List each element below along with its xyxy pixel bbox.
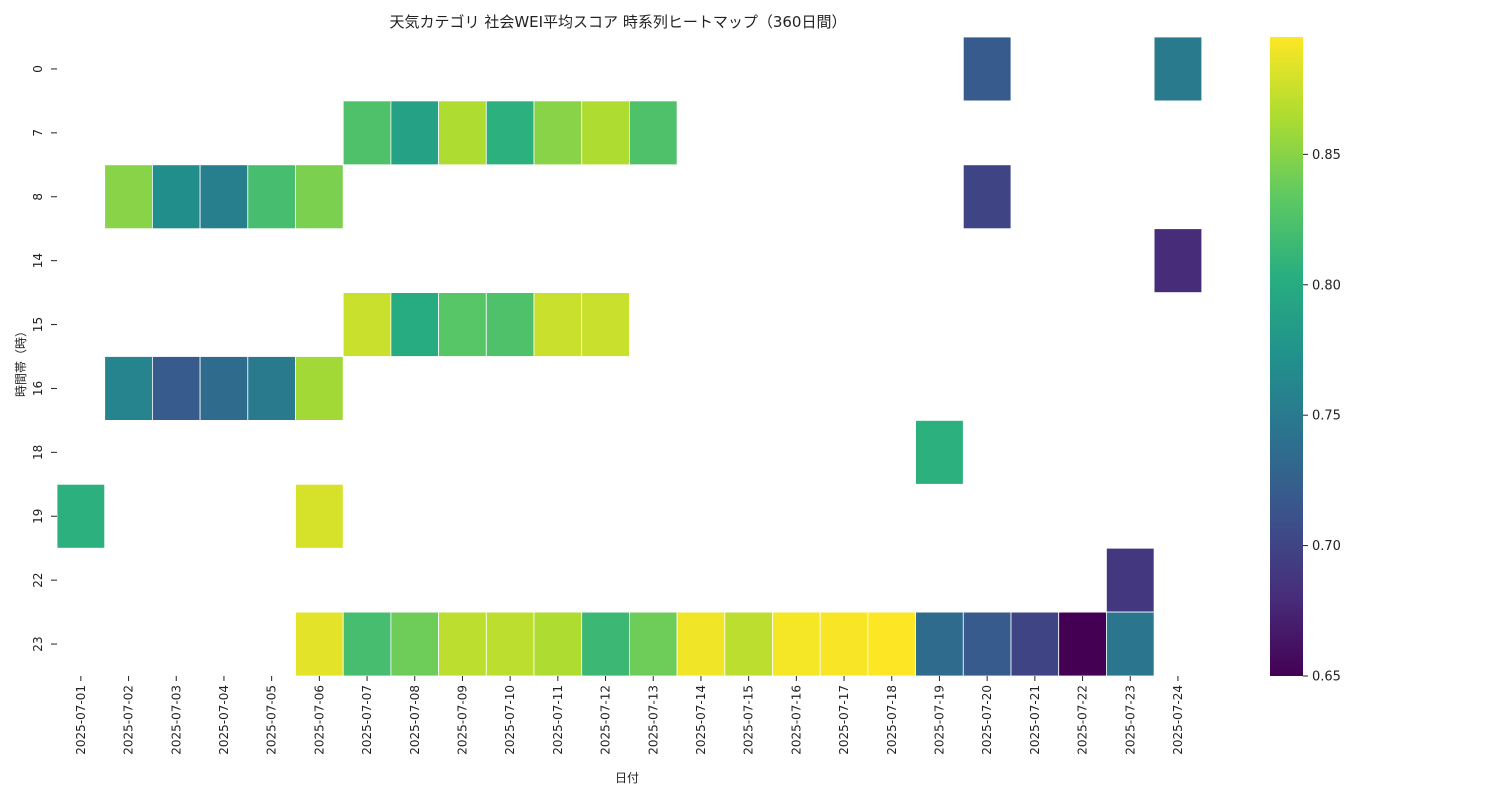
heatmap-cell [915,611,964,677]
heatmap-cell [342,100,392,166]
y-tick-label: 23 [31,636,45,651]
y-tick-label: 8 [31,193,45,201]
y-axis-label: 時間帯（時） [14,325,28,397]
y-tick-label: 15 [31,317,45,332]
heatmap-cell [629,611,678,677]
heatmap-cell [104,164,153,230]
y-tick-label: 14 [31,253,45,268]
x-tick-label: 2025-07-20 [980,685,994,755]
x-tick-label: 2025-07-13 [646,685,660,755]
heatmap-cell [1153,36,1203,102]
y-tick-label: 7 [31,129,45,137]
x-tick-label: 2025-07-18 [885,685,899,755]
x-tick-label: 2025-07-17 [837,685,851,755]
heatmap-cell [629,100,678,166]
y-tick-label: 16 [31,381,45,396]
x-tick-label: 2025-07-11 [551,685,565,755]
colorbar-ticks: 0.65 0.70 0.75 0.80 0.85 [1303,148,1341,685]
heatmap-cell [1058,611,1107,677]
heatmap-cell [151,164,201,230]
colorbar-tick-label: 0.70 [1312,539,1341,554]
x-tick-label: 2025-07-08 [408,685,422,755]
heatmap-cell [56,483,106,549]
y-axis: 0 7 8 14 15 16 18 19 22 23 [31,65,57,652]
heatmap-cell [438,611,487,677]
colorbar: 0.65 0.70 0.75 0.80 0.85 [1270,37,1341,685]
heatmap-cell [581,292,630,357]
x-tick-label: 2025-07-12 [599,685,613,755]
heatmap-cell [676,611,726,677]
heatmap-cell [295,483,344,549]
heatmap-cell [533,611,583,677]
x-tick-label: 2025-07-05 [265,685,279,755]
x-tick-label: 2025-07-10 [503,685,517,755]
x-tick-label: 2025-07-21 [1028,685,1042,755]
heatmap-cell [581,611,630,677]
colorbar-tick-label: 0.75 [1312,409,1341,424]
x-tick-label: 2025-07-14 [694,685,708,755]
heatmap-cell [199,356,249,421]
heatmap-cell [390,100,439,166]
heatmap-cell [295,356,344,421]
x-tick-label: 2025-07-23 [1123,685,1137,755]
heatmap-cell [390,292,439,357]
colorbar-tick-label: 0.65 [1312,670,1341,685]
heatmap-cell [1106,547,1155,613]
heatmap-cell [915,419,964,485]
heatmap-cell [199,164,249,230]
heatmap-cell [819,611,869,677]
heatmap-cell [247,356,296,421]
x-tick-label: 2025-07-03 [169,685,183,755]
heatmap-cell [151,356,201,421]
heatmap-cell [962,611,1012,677]
heatmap-cell [533,292,583,357]
heatmap-cell [962,36,1012,102]
heatmap-cell [104,356,153,421]
heatmap-cell [438,292,487,357]
x-tick-label: 2025-07-19 [932,685,946,755]
colorbar-gradient [1270,37,1303,676]
heatmap-cell [485,100,535,166]
x-tick-label: 2025-07-06 [312,685,326,755]
x-tick-label: 2025-07-09 [455,685,469,755]
x-axis-label: 日付 [615,771,639,785]
x-axis: 2025-07-01 2025-07-02 2025-07-03 2025-07-04… [74,676,1185,755]
x-tick-label: 2025-07-07 [360,685,374,755]
colorbar-tick-label: 0.85 [1312,148,1341,163]
heatmap-cell [390,611,439,677]
heatmap-cell [1153,228,1203,293]
x-tick-label: 2025-07-15 [742,685,756,755]
chart-title: 天気カテゴリ 社会WEI平均スコア 時系列ヒートマップ（360日間） [390,13,847,31]
heatmap-cell [247,164,296,230]
heatmap-cell [1106,611,1155,677]
heatmap-cell [295,611,344,677]
heatmap-cell [581,100,630,166]
x-tick-label: 2025-07-22 [1076,685,1090,755]
x-tick-label: 2025-07-16 [789,685,803,755]
heatmap-cells [56,36,1203,677]
x-tick-label: 2025-07-04 [217,685,231,755]
heatmap-cell [342,611,392,677]
colorbar-tick-label: 0.80 [1312,278,1341,293]
heatmap-cell [485,611,535,677]
x-tick-label: 2025-07-24 [1171,685,1185,755]
heatmap-cell [533,100,583,166]
heatmap-cell [724,611,773,677]
heatmap-cell [485,292,535,357]
y-tick-label: 18 [31,445,45,460]
x-tick-label: 2025-07-02 [122,685,136,755]
x-tick-label: 2025-07-01 [74,685,88,755]
heatmap-cell [772,611,821,677]
heatmap-cell [1010,611,1060,677]
heatmap-cell [295,164,344,230]
y-tick-label: 0 [31,65,45,73]
heatmap-cell [342,292,392,357]
heatmap-cell [867,611,917,677]
heatmap-cell [438,100,487,166]
y-tick-label: 19 [31,509,45,524]
y-tick-label: 22 [31,573,45,588]
heatmap-cell [962,164,1012,230]
